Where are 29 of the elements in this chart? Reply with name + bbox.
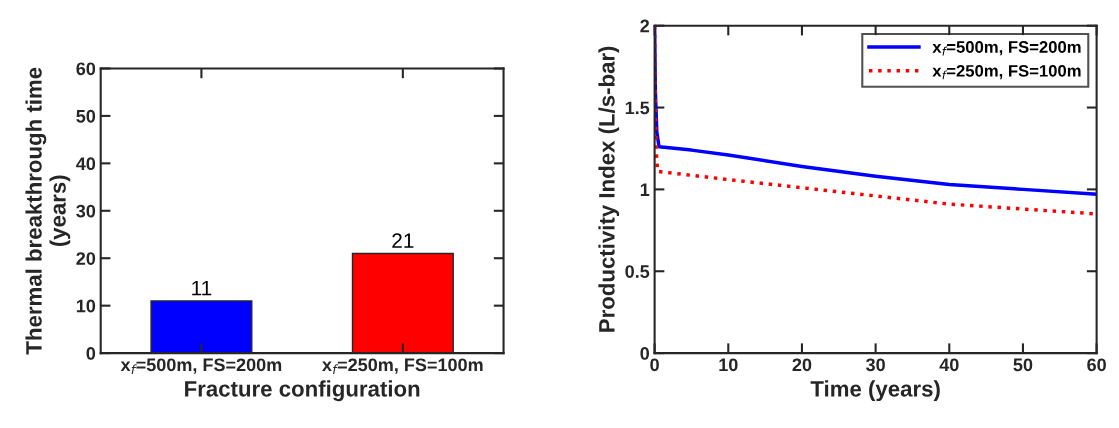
x-tick-label: x$_{f}$=250m, FS=100m [322,358,483,374]
y-axis-title: Productivity Index (L/s-bar) [598,46,620,332]
x-tick-label: 40 [939,358,959,372]
x-axis-title: Time (years) [810,380,940,402]
y-tick-label: 0 [640,347,650,360]
y-tick-label: 1.5 [625,101,650,115]
y-tick-label: 1 [640,183,650,196]
x-tick-label: 50 [1013,358,1033,372]
x-tick-label: 60 [1087,358,1106,372]
y-tick-label: 0 [86,347,96,360]
x-axis-title: Fracture configuration [185,380,420,402]
y-axis-title: Thermal breakthrough time (years) [25,67,71,355]
y-tick-label: 2 [640,19,650,33]
legend-label: x$_{f}$=500m, FS=200m [932,41,1081,56]
x-tick-label: x$_{f}$=500m, FS=200m [120,358,282,374]
y-tick-label: 30 [76,204,96,218]
y-tick-label: 50 [76,109,96,123]
data-label: 11 [192,280,212,296]
y-tick-label: 40 [76,157,96,171]
x-tick-label: 0 [650,358,659,372]
y-tick-label: 0.5 [625,265,650,278]
legend-label: x$_{f}$=250m, FS=100m [932,64,1081,80]
x-tick-label: 30 [865,358,885,372]
data-label: 21 [392,233,414,248]
y-tick-label: 10 [76,299,96,313]
y-tick-label: 20 [76,252,96,265]
x-tick-label: 10 [719,358,738,372]
y-tick-label: 60 [76,62,96,76]
x-tick-label: 20 [792,358,812,372]
